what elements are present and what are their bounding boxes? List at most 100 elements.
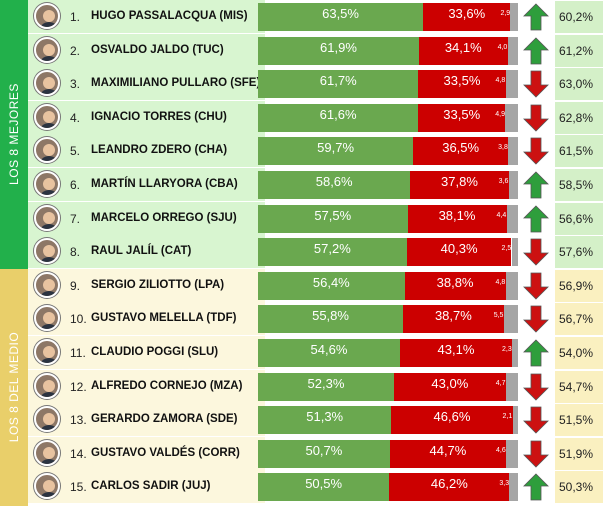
undecided-bar [510,3,518,31]
governor-name: HUGO PASSALACQUA (MIS) [91,10,248,22]
avatar-body [39,89,58,95]
avatar [34,305,60,332]
table-row: 8. RAUL JALÍL (CAT) 57,2% 40,3% 2,5 57,6% [28,235,603,269]
undecided-bar [505,372,518,401]
table-row: 15. CARLOS SADIR (JUJ) 50,5% 46,2% 3,3 50,3% [28,470,603,504]
undecided-value-label: 2,1 [502,413,513,421]
approve-value-label: 52,3% [307,375,345,391]
governor-name: CLAUDIO POGGI (SLU) [91,346,219,358]
governor-cell: 7. MARCELO ORREGO (SJU) [28,201,265,235]
trend-up-arrow-icon [523,171,549,199]
avatar-body [39,391,58,397]
arrow-shape [523,70,549,98]
previous-value: 51,9% [555,437,603,470]
undecided-bar [506,439,518,468]
governor-name: OSVALDO JALDO (TUC) [91,43,224,56]
disapprove-value-label: 40,3% [440,241,478,257]
undecided-value-label: 4,7 [495,379,506,387]
approve-bar [258,238,407,267]
rank-label: 10. [70,312,87,327]
avatar-face [43,245,55,258]
avatar-face [43,211,55,224]
previous-value: 51,5% [555,404,603,437]
avatar [34,171,60,197]
governor-cell: 2. OSVALDO JALDO (TUC) [28,33,265,67]
disapprove-bar [393,372,506,401]
undecided-value-label: 4,9 [495,110,505,118]
undecided-value-label: 4,6 [496,446,506,454]
table-row: 11. CLAUDIO POGGI (SLU) 54,6% 43,1% 2,3 54,0% [28,336,603,370]
rank-label: 8. [70,245,81,260]
rank-label: 5. [70,144,81,159]
governor-name: ALFREDO CORNEJO (MZA) [91,379,243,392]
avatar-face [43,178,55,190]
undecided-bar [508,171,518,199]
governor-name: MAXIMILIANO PULLARO (SFE) [91,77,261,90]
disapprove-bar [389,439,507,468]
governor-name: IGNACIO TORRES (CHU) [91,110,227,123]
disapprove-value-label: 38,1% [438,207,476,223]
approve-bar [258,406,392,435]
avatar [34,137,60,164]
approve-value-label: 57,5% [314,207,352,223]
avatar [34,339,60,365]
avatar [34,406,60,433]
group-label: LOS 8 MEJORES [7,83,21,186]
disapprove-bar [418,36,508,65]
trend-down-arrow-icon [523,137,549,165]
table-row: 14. GUSTAVO VALDÉS (CORR) 50,7% 44,7% 4,6 51,… [28,436,603,471]
rank-label: 2. [70,43,81,58]
approve-value-label: 59,7% [317,140,355,156]
undecided-bar [509,473,518,502]
avatar-face [43,446,55,459]
avatar [34,204,60,231]
approve-value-label: 50,5% [305,476,343,492]
avatar-body [39,122,58,128]
rank-label: 6. [70,178,81,192]
trend-down-arrow-icon [523,104,549,132]
disapprove-bar [418,70,506,99]
disapprove-bar [410,171,509,199]
rank-label: 4. [70,110,81,125]
approve-value-label: 51,3% [306,409,344,425]
trend-down-arrow-icon [523,305,549,333]
previous-value: 56,6% [555,202,603,235]
rank-label: 14. [70,446,87,461]
trend-up-arrow-icon [523,339,549,367]
governor-cell: 5. LEANDRO ZDERO (CHA) [28,134,265,168]
rank-label: 7. [70,211,81,226]
undecided-bar [505,103,518,132]
avatar-body [39,55,58,61]
rank-label: 15. [70,480,87,495]
governor-name: GERARDO ZAMORA (SDE) [91,413,238,426]
governor-name: LEANDRO ZDERO (CHA) [91,144,228,157]
arrow-shape [523,272,549,300]
table-row: 7. MARCELO ORREGO (SJU) 57,5% 38,1% 4,4 56,6% [28,201,603,236]
trend-up-arrow-icon [523,3,549,31]
table-row: 2. OSVALDO JALDO (TUC) 61,9% 34,1% 4,0 61,2% [28,33,603,68]
disapprove-value-label: 43,1% [437,342,475,357]
table-row: 13. GERARDO ZAMORA (SDE) 51,3% 46,6% 2,1 51,5… [28,403,603,437]
disapprove-bar [406,238,512,267]
avatar [34,238,60,265]
disapprove-bar [413,137,509,166]
governor-name: RAUL JALÍL (CAT) [91,245,192,258]
approve-bar [258,339,400,367]
avatar-face [43,110,55,123]
trend-up-arrow-icon [523,473,549,501]
previous-value: 60,2% [555,1,603,33]
previous-value: 61,5% [555,135,603,168]
approve-bar [258,137,414,166]
arrow-shape [523,238,549,266]
approve-bar [258,305,404,334]
avatar [34,3,60,29]
undecided-value-label: 5,5 [493,312,504,320]
rank-label: 13. [70,413,87,428]
avatar-body [39,492,58,498]
undecided-value-label: 2,9 [500,10,511,17]
governor-name: MARTÍN LLARYORA (CBA) [91,178,238,190]
governor-name: CARLOS SADIR (JUJ) [91,480,211,493]
governor-cell: 9. SERGIO ZILIOTTO (LPA) [28,268,265,302]
avatar [34,372,60,399]
